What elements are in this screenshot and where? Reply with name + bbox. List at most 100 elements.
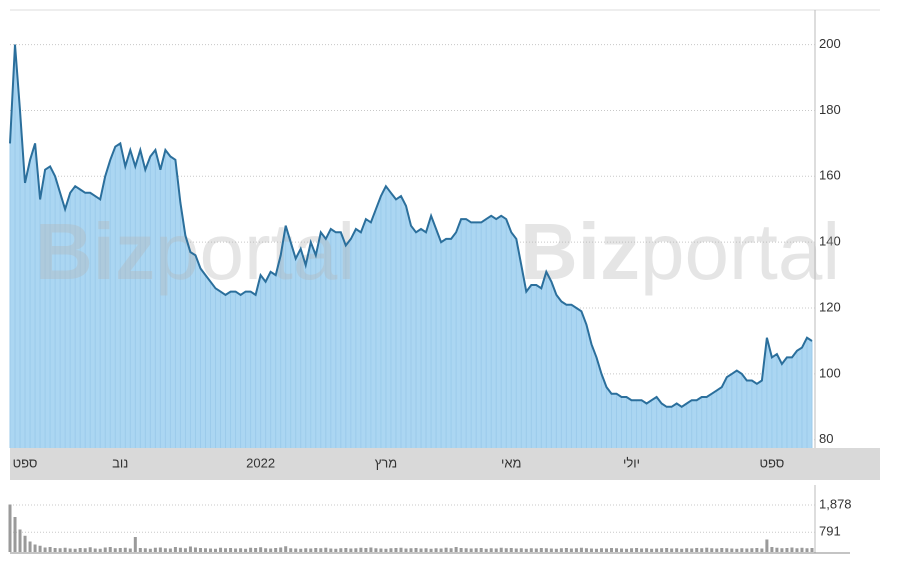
volume-bar: [479, 548, 483, 552]
volume-bar: [625, 548, 629, 552]
volume-bar: [13, 517, 17, 552]
volume-bar: [645, 548, 649, 552]
volume-bar: [224, 548, 228, 552]
volume-bar: [549, 548, 553, 552]
volume-bar: [33, 544, 37, 552]
volume-bar: [284, 546, 288, 552]
volume-bar: [785, 548, 789, 552]
volume-bar: [214, 548, 218, 552]
volume-bar: [474, 548, 478, 552]
volume-bar: [379, 548, 383, 552]
volume-bar: [249, 547, 253, 552]
volume-bar: [83, 548, 87, 552]
volume-bar: [494, 548, 498, 552]
volume-bar: [745, 548, 749, 552]
x-axis-strip: [10, 448, 880, 480]
volume-bar: [700, 548, 704, 552]
volume-bar: [334, 548, 338, 552]
volume-bar: [314, 548, 318, 552]
volume-bar: [579, 547, 583, 552]
volume-bar: [469, 548, 473, 552]
volume-bar: [569, 548, 573, 552]
volume-bar: [28, 541, 32, 552]
volume-bar: [584, 548, 588, 552]
volume-bar: [53, 548, 57, 552]
volume-bar: [8, 504, 12, 552]
volume-bar: [168, 548, 172, 552]
volume-bar: [414, 548, 418, 552]
volume-bar: [810, 548, 814, 552]
volume-bar: [790, 547, 794, 552]
volume-bar: [138, 548, 142, 552]
volume-bar: [404, 548, 408, 552]
volume-bar: [599, 548, 603, 552]
x-tick-label: מאי: [501, 455, 521, 470]
volume-bar: [489, 548, 493, 552]
volume-bar: [103, 547, 107, 552]
volume-bar: [118, 548, 122, 552]
volume-bar: [609, 548, 614, 552]
watermark-light: portal: [640, 207, 840, 296]
volume-bar: [539, 548, 543, 552]
volume-bar: [620, 548, 624, 552]
volume-bar: [484, 548, 488, 552]
y-tick-label: 100: [819, 365, 841, 380]
volume-bar: [158, 547, 162, 552]
volume-bar: [294, 548, 298, 552]
volume-bar: [564, 548, 568, 552]
volume-bar: [43, 547, 47, 552]
volume-bar: [594, 548, 598, 552]
volume-bar: [630, 548, 634, 552]
volume-bar: [359, 547, 363, 552]
volume-bar: [394, 548, 398, 552]
volume-bar: [574, 548, 578, 552]
volume-bar: [504, 548, 508, 552]
y-tick-label: 200: [819, 36, 841, 51]
volume-bar: [805, 548, 809, 552]
volume-bar: [640, 548, 644, 552]
volume-bar: [63, 547, 67, 552]
volume-bar: [735, 548, 739, 552]
volume-bar: [795, 548, 799, 552]
volume-bar: [690, 548, 694, 552]
volume-bar: [264, 548, 268, 552]
volume-bar: [344, 548, 348, 552]
volume-bar: [524, 548, 528, 552]
y-tick-label: 80: [819, 431, 833, 446]
volume-bar: [299, 548, 303, 552]
volume-bar: [339, 548, 343, 552]
volume-bar: [389, 548, 393, 552]
volume-bar: [244, 548, 248, 552]
volume-bar: [38, 545, 42, 552]
volume-tick-label: 1,878: [819, 496, 852, 511]
watermark-light: portal: [155, 207, 355, 296]
volume-bar: [279, 547, 283, 552]
volume-bar: [259, 547, 263, 552]
volume-bar: [324, 547, 328, 552]
volume-bar: [88, 547, 92, 552]
x-tick-label: ספט: [759, 455, 784, 470]
volume-bar: [775, 547, 779, 552]
volume-bar: [419, 548, 423, 552]
volume-bar: [369, 547, 373, 552]
volume-bar: [554, 548, 558, 552]
volume-bar: [148, 548, 152, 552]
volume-bar: [193, 547, 197, 552]
volume-bar: [374, 548, 378, 552]
volume-bar: [454, 547, 458, 552]
volume-bar: [429, 548, 433, 552]
volume-bar: [128, 548, 132, 552]
volume-bar: [665, 548, 669, 552]
volume-bar: [464, 548, 468, 552]
volume-bar: [188, 546, 192, 552]
volume-bar: [178, 547, 182, 552]
volume-bar: [58, 548, 62, 552]
volume-bar: [183, 548, 187, 552]
y-tick-label: 120: [819, 299, 841, 314]
volume-bar: [304, 548, 308, 552]
volume-bar: [219, 547, 223, 552]
x-tick-label: מרץ: [375, 455, 397, 470]
volume-bar: [208, 548, 213, 552]
volume-bar: [534, 548, 538, 552]
volume-bar: [98, 548, 102, 552]
